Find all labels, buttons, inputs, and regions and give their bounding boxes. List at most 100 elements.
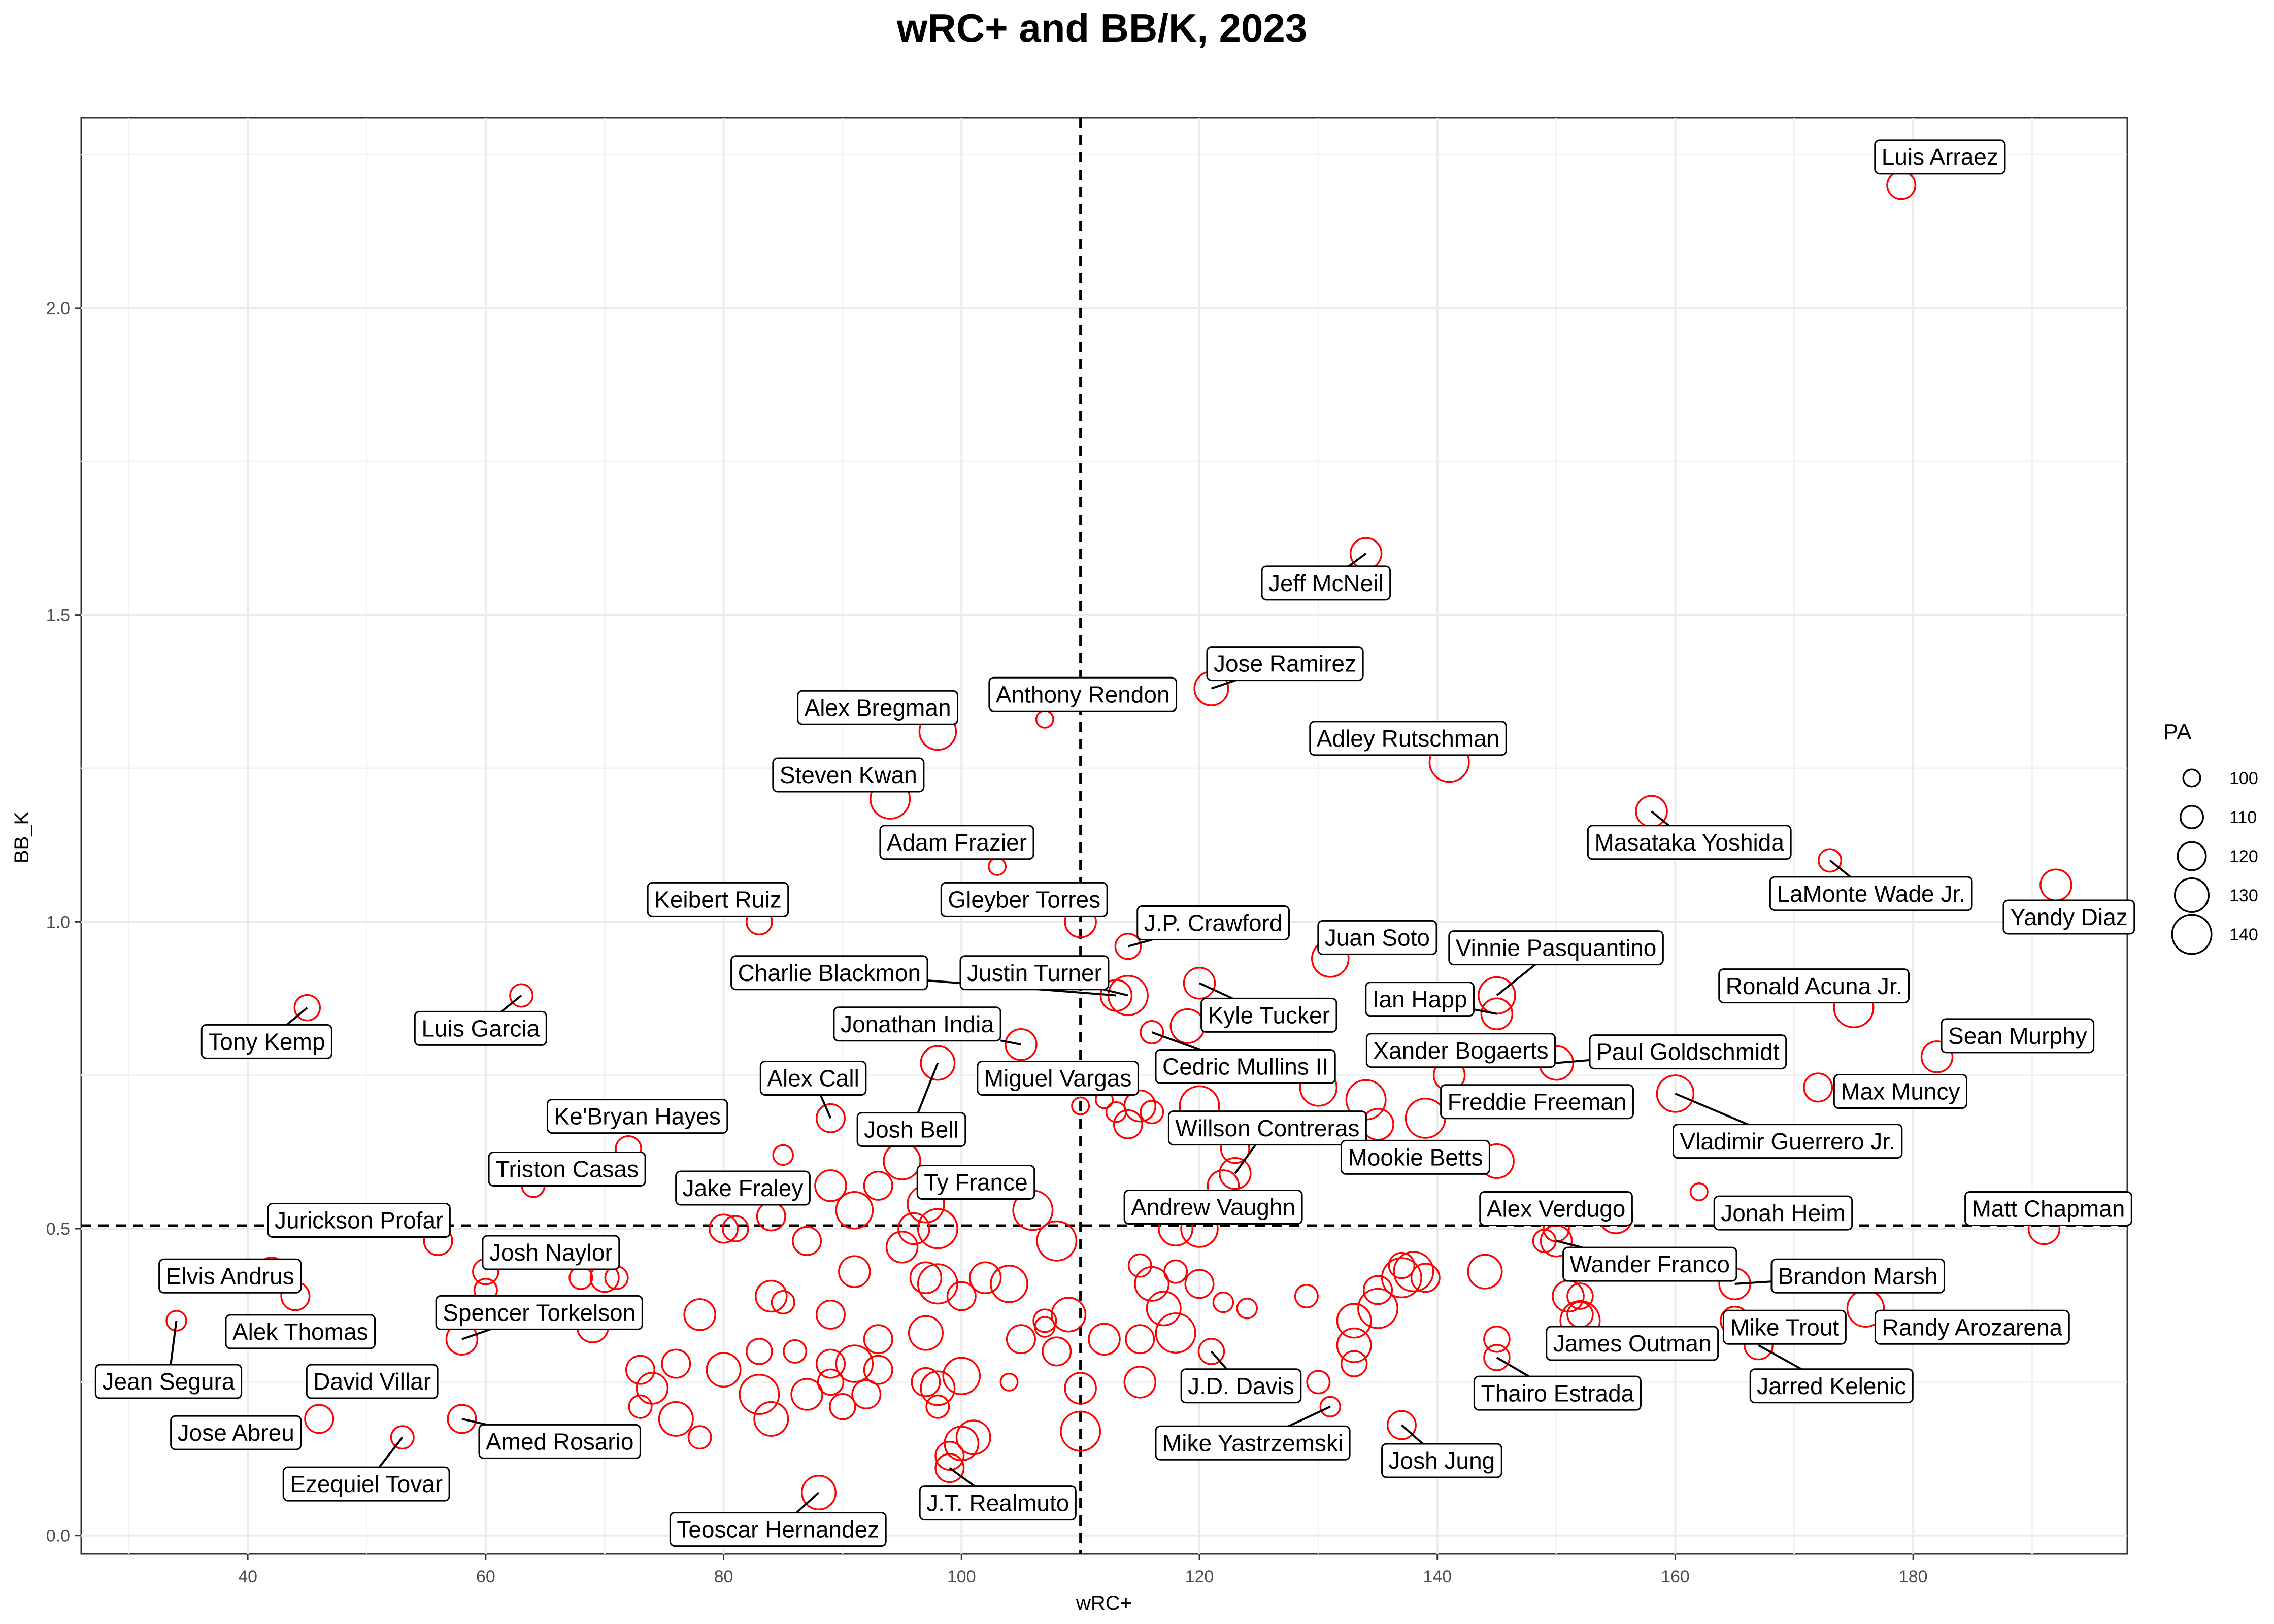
leader-line xyxy=(1151,1031,1200,1051)
label-text: Ke'Bryan Hayes xyxy=(554,1103,720,1130)
label-text: Mookie Betts xyxy=(1348,1144,1483,1171)
point-label: Brandon Marsh xyxy=(1770,1258,1945,1294)
label-text: Adam Frazier xyxy=(887,829,1027,856)
label-box xyxy=(1341,1139,1490,1175)
point-label: Vinnie Pasquantino xyxy=(1448,930,1664,966)
label-text: James Outman xyxy=(1553,1330,1712,1357)
data-point xyxy=(897,1212,930,1245)
label-text: Gleyber Torres xyxy=(948,886,1100,912)
data-point xyxy=(293,994,321,1022)
leader-line xyxy=(917,1062,939,1113)
label-box xyxy=(772,757,925,793)
data-point xyxy=(1155,1312,1196,1354)
label-box xyxy=(1562,1246,1737,1282)
legend-size-symbol xyxy=(2182,768,2201,788)
data-point xyxy=(1393,1251,1434,1293)
data-point xyxy=(990,1265,1028,1303)
data-point xyxy=(934,1440,965,1471)
label-text: Kyle Tucker xyxy=(1208,1002,1330,1029)
leader-line xyxy=(1734,1280,1772,1285)
label-box xyxy=(647,882,789,917)
data-point xyxy=(1197,1338,1225,1365)
reference-lines xyxy=(81,118,2127,1554)
label-box xyxy=(1672,1124,1903,1159)
leader-line xyxy=(286,1007,308,1026)
label-text: Luis Garcia xyxy=(421,1015,540,1041)
data-point xyxy=(753,1401,789,1437)
point-label: Paul Goldschmidt xyxy=(1589,1034,1787,1070)
point-label: Jonathan India xyxy=(833,1006,1001,1042)
data-point xyxy=(739,1374,780,1415)
x-tick-label: 100 xyxy=(947,1567,976,1586)
leader-line xyxy=(500,994,522,1012)
label-box xyxy=(1136,905,1290,941)
leader-line xyxy=(1234,1144,1257,1174)
label-text: Mike Yastrzemski xyxy=(1162,1430,1343,1456)
label-text: Jose Abreu xyxy=(178,1419,294,1446)
data-point xyxy=(1357,1288,1399,1329)
data-point xyxy=(722,1215,749,1242)
data-point xyxy=(1140,1020,1164,1045)
data-point xyxy=(999,1372,1019,1392)
label-box xyxy=(200,1024,332,1059)
leader-line xyxy=(1474,1008,1497,1015)
label-box xyxy=(988,676,1178,712)
data-point xyxy=(815,1299,846,1330)
label-box xyxy=(488,1152,646,1187)
leader-line xyxy=(795,1492,820,1514)
y-tick-label: 0.5 xyxy=(46,1220,70,1239)
point-label: Jose Abreu xyxy=(170,1415,302,1450)
label-box xyxy=(759,1061,867,1096)
data-point xyxy=(829,1393,856,1420)
data-point xyxy=(1113,1109,1143,1139)
data-point xyxy=(1125,1324,1155,1355)
label-text: Thairo Estrada xyxy=(1481,1380,1634,1406)
label-box xyxy=(1180,1368,1302,1404)
x-tick-label: 40 xyxy=(238,1567,257,1586)
label-text: Ronald Acuna Jr. xyxy=(1726,973,1902,999)
label-box xyxy=(1440,1084,1634,1120)
label-text: Steven Kwan xyxy=(780,762,917,788)
legend-size-label: 130 xyxy=(2229,886,2258,905)
data-point xyxy=(771,1290,795,1315)
data-point xyxy=(1689,1182,1709,1201)
point-label: Charlie Blackmon xyxy=(730,955,928,991)
leader-line xyxy=(1651,810,1670,827)
label-text: Jurickson Profar xyxy=(275,1207,443,1234)
label-box xyxy=(1769,876,1973,911)
data-point xyxy=(1032,1308,1057,1333)
data-point xyxy=(1336,1327,1372,1363)
label-text: Jonathan India xyxy=(841,1011,994,1037)
point-label: Wander Franco xyxy=(1562,1246,1737,1282)
legend-size-symbol xyxy=(2171,913,2213,955)
y-tick-label: 1.0 xyxy=(46,912,70,932)
label-text: Paul Goldschmidt xyxy=(1596,1039,1780,1065)
leader-line xyxy=(461,1417,488,1426)
label-box xyxy=(282,1466,450,1502)
label-box xyxy=(940,882,1108,917)
legend-size-label: 140 xyxy=(2229,925,2258,944)
data-point xyxy=(1306,1370,1331,1395)
leader-line xyxy=(1758,1344,1802,1370)
label-box xyxy=(675,1170,811,1206)
point-label: Mike Yastrzemski xyxy=(1155,1425,1351,1461)
label-box xyxy=(1941,1018,2095,1054)
label-box xyxy=(1589,1034,1787,1070)
point-label: Alex Call xyxy=(759,1061,867,1096)
data-point xyxy=(968,1261,1002,1295)
point-label: Ronald Acuna Jr. xyxy=(1718,968,1910,1004)
data-point xyxy=(772,1144,794,1166)
label-text: Josh Jung xyxy=(1389,1447,1495,1474)
data-point xyxy=(835,1344,874,1383)
data-point xyxy=(628,1394,653,1419)
label-box xyxy=(482,1235,620,1270)
label-box xyxy=(1964,1191,2132,1226)
x-tick-label: 120 xyxy=(1185,1567,1214,1586)
leader-line xyxy=(378,1436,404,1468)
point-label: Randy Arozarena xyxy=(1874,1309,2070,1345)
label-text: Justin Turner xyxy=(967,960,1102,986)
label-box xyxy=(1155,1425,1351,1461)
label-box xyxy=(919,1485,1077,1521)
data-point xyxy=(1818,848,1843,873)
y-axis-title: BB_K xyxy=(11,811,33,864)
